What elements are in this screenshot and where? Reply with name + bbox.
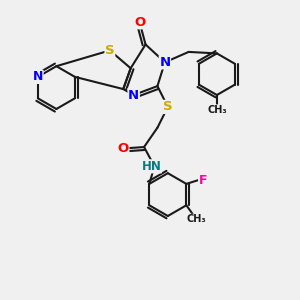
Text: O: O: [118, 142, 129, 155]
Text: O: O: [134, 16, 145, 29]
Text: CH₃: CH₃: [207, 105, 227, 115]
Text: S: S: [105, 44, 115, 57]
Text: N: N: [159, 56, 170, 69]
Text: S: S: [163, 100, 172, 113]
Text: F: F: [199, 174, 207, 187]
Text: N: N: [128, 88, 139, 101]
Text: N: N: [33, 70, 43, 83]
Text: CH₃: CH₃: [187, 214, 207, 224]
Text: HN: HN: [142, 160, 161, 173]
